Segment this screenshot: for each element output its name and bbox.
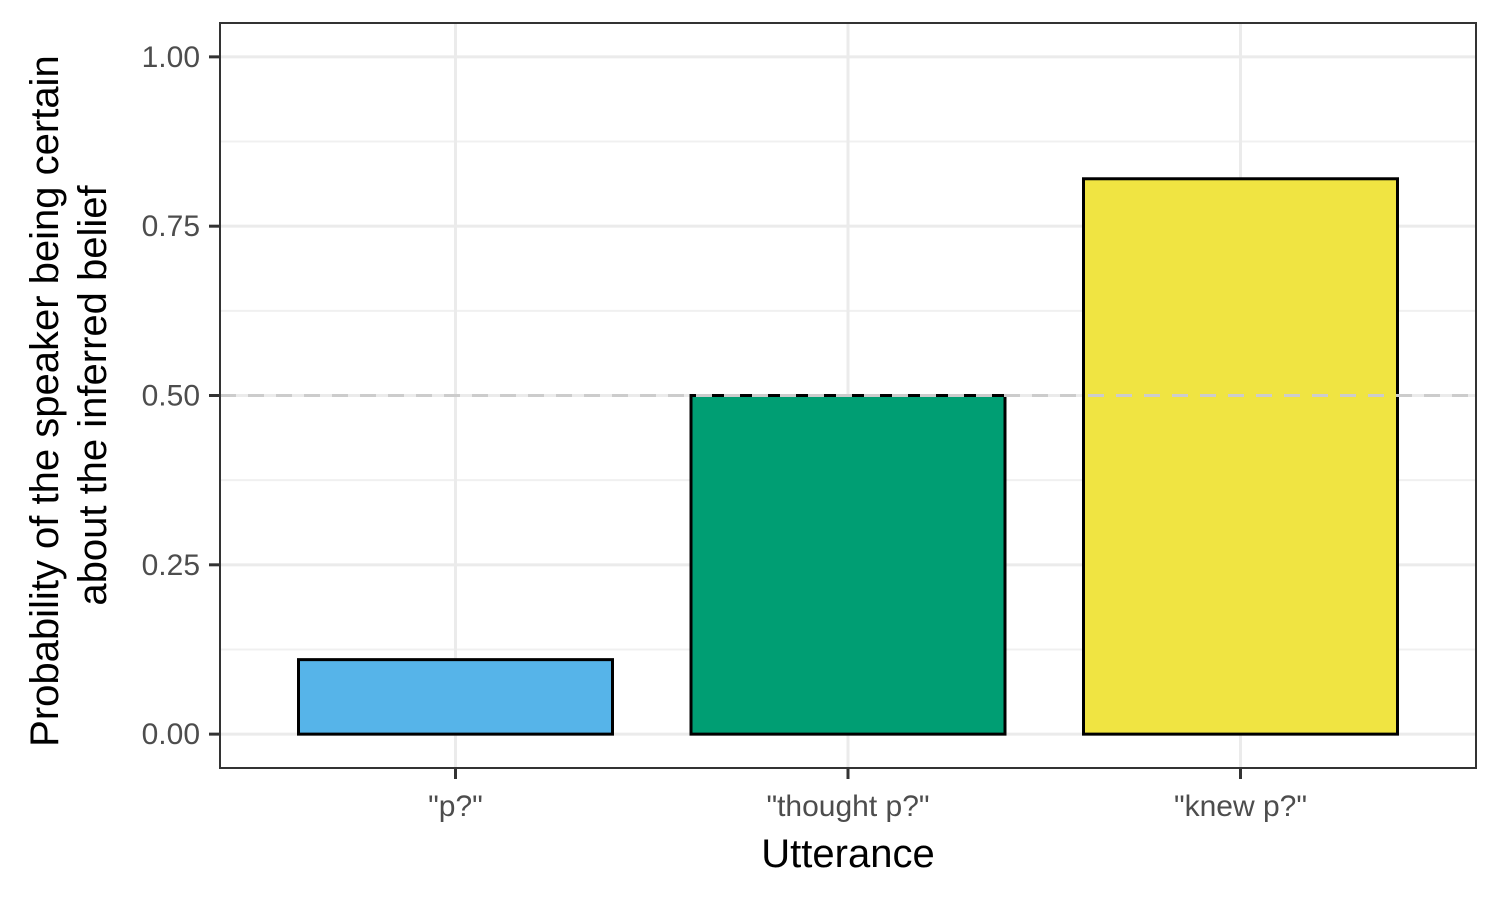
x-axis: "p?" "thought p?" "knew p?" bbox=[428, 768, 1307, 823]
bar-0 bbox=[297, 658, 614, 736]
x-tick-label: "p?" bbox=[428, 790, 483, 823]
bar-1 bbox=[689, 394, 1007, 736]
bar-2 bbox=[1082, 177, 1399, 736]
y-tick-label: 0.25 bbox=[142, 549, 200, 582]
x-tick-label: "thought p?" bbox=[766, 790, 929, 823]
x-tick-label: "knew p?" bbox=[1174, 790, 1307, 823]
y-tick-label: 1.00 bbox=[142, 41, 200, 74]
y-axis-title-line-2: about the inferred belief bbox=[71, 184, 115, 605]
y-axis: 0.00 0.25 0.50 0.75 1.00 bbox=[142, 41, 220, 751]
y-tick-label: 0.00 bbox=[142, 718, 200, 751]
bars bbox=[297, 177, 1399, 736]
y-tick-label: 0.75 bbox=[142, 210, 200, 243]
y-axis-title: Probability of the speaker being certain… bbox=[23, 44, 115, 747]
y-tick-label: 0.50 bbox=[142, 380, 200, 413]
y-axis-title-line-1: Probability of the speaker being certain bbox=[23, 55, 67, 747]
x-axis-title: Utterance bbox=[761, 832, 934, 876]
